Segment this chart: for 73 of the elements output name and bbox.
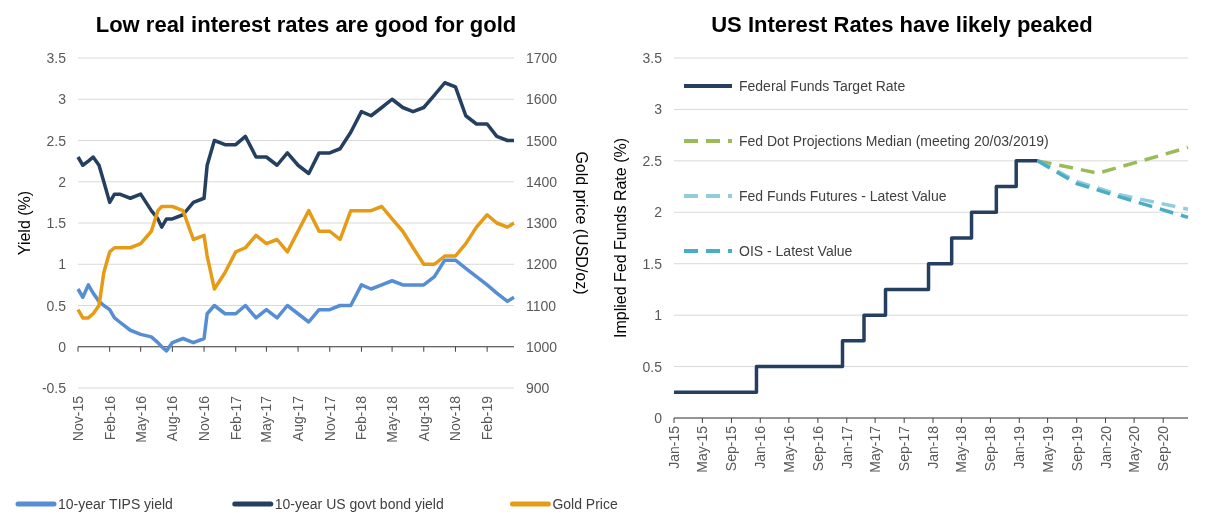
x-tick-label: Sep-15 [723, 425, 740, 472]
legend-label: 10-year TIPS yield [58, 496, 173, 512]
y2-axis-title: Gold price (USD/oz) [573, 151, 590, 295]
x-tick-label: Sep-16 [809, 425, 826, 472]
y-tick-label: 2.5 [46, 132, 67, 149]
y-tick-label: 3.5 [642, 50, 663, 66]
y-tick-label: 1.5 [642, 255, 663, 272]
legend-label: OIS - Latest Value [739, 243, 853, 259]
x-tick-label: Jan-18 [925, 425, 942, 469]
y-tick-label: 0 [58, 338, 67, 355]
x-tick-label: Feb-17 [227, 395, 244, 441]
y2-tick-label: 1400 [526, 173, 558, 190]
x-tick-label: Feb-18 [353, 395, 370, 441]
y2-tick-label: 1500 [526, 132, 558, 149]
x-tick-label: Sep-19 [1068, 425, 1085, 472]
line-series [76, 81, 516, 229]
x-tick-label: May-19 [1039, 425, 1056, 473]
y-tick-label: 3 [58, 91, 67, 108]
x-tick-label: May-18 [953, 425, 970, 473]
legend-label: Federal Funds Target Rate [739, 78, 906, 94]
x-tick-label: Feb-19 [479, 395, 496, 441]
x-tick-label: Sep-20 [1155, 425, 1172, 472]
y-tick-label: 2 [654, 204, 663, 221]
chart-title: US Interest Rates have likely peaked [711, 12, 1093, 37]
y2-tick-label: 1100 [526, 297, 557, 314]
x-tick-label: May-15 [694, 425, 711, 473]
legend-label: Fed Dot Projections Median (meeting 20/03/2019) [739, 133, 1049, 149]
y-axis-title: Yield (%) [16, 190, 33, 256]
legend-label: Gold Price [552, 496, 618, 512]
x-tick-label: Aug-16 [164, 395, 181, 442]
y-tick-label: 0.5 [46, 297, 67, 314]
x-tick-label: Feb-16 [101, 395, 118, 441]
x-tick-label: Nov-17 [321, 395, 338, 442]
x-tick-label: May-18 [384, 395, 401, 443]
x-tick-label: Nov-15 [70, 395, 86, 442]
x-tick-label: Jan-17 [838, 425, 855, 469]
y-tick-label: 3 [654, 101, 663, 118]
y-tick-label: 0 [654, 410, 663, 426]
y-tick-label: 1 [58, 256, 67, 273]
x-tick-label: May-16 [780, 425, 797, 473]
x-tick-label: Jan-16 [752, 425, 769, 469]
x-tick-label: Jan-15 [666, 425, 682, 469]
legend-label: 10-year US govt bond yield [274, 496, 444, 512]
x-tick-label: Sep-17 [896, 425, 913, 472]
x-tick-label: Aug-18 [415, 395, 432, 442]
y2-tick-label: 1200 [526, 256, 558, 273]
x-tick-label: May-17 [258, 395, 275, 443]
line-series [76, 204, 516, 320]
y2-tick-label: 1600 [526, 91, 558, 108]
chart-title: Low real interest rates are good for gold [95, 12, 517, 37]
x-tick-label: May-17 [867, 425, 884, 473]
y-tick-label: 1 [654, 307, 663, 324]
y2-tick-label: 1000 [526, 338, 558, 355]
y2-tick-label: 1300 [526, 215, 558, 231]
x-tick-label: May-20 [1126, 425, 1143, 473]
x-tick-label: Nov-18 [447, 395, 464, 442]
x-tick-label: Aug-17 [290, 395, 307, 442]
y-tick-label: -0.5 [41, 380, 67, 396]
x-tick-label: Jan-19 [1011, 425, 1028, 469]
y-tick-label: 2 [58, 173, 67, 190]
x-tick-label: Jan-20 [1097, 425, 1114, 469]
legend-label: Fed Funds Futures - Latest Value [739, 188, 947, 204]
y-tick-label: 1.5 [46, 215, 67, 231]
y-tick-label: 2.5 [642, 152, 663, 169]
y2-tick-label: 900 [526, 380, 550, 396]
x-tick-label: Sep-18 [982, 425, 999, 472]
x-tick-label: Nov-16 [196, 395, 213, 442]
y-tick-label: 3.5 [46, 50, 67, 66]
line-series [76, 258, 516, 353]
y2-tick-label: 1700 [526, 50, 558, 66]
y-tick-label: 0.5 [642, 358, 663, 375]
x-tick-label: May-16 [132, 395, 149, 443]
y-axis-title: Implied Fed Funds Rate (%) [612, 137, 629, 339]
